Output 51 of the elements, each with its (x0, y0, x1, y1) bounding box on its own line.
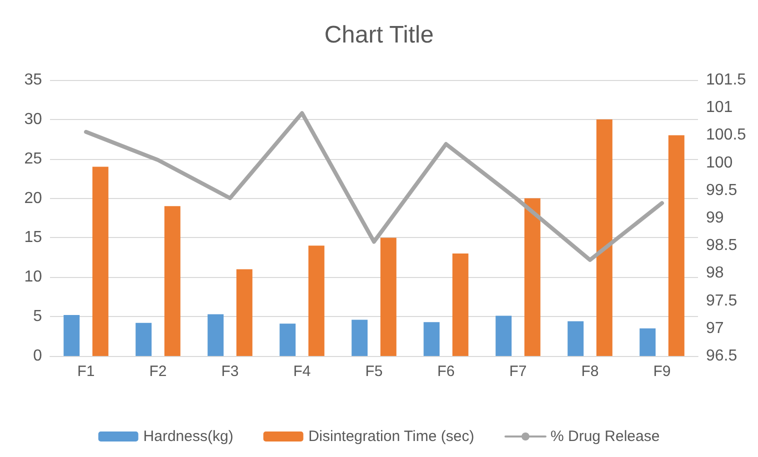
legend-label: % Drug Release (550, 428, 660, 445)
y2-tick-label: 101 (706, 99, 733, 116)
bar (352, 320, 368, 356)
bar (524, 198, 540, 356)
legend-label: Disintegration Time (sec) (308, 428, 474, 445)
x-tick-label: F5 (365, 363, 383, 380)
x-tick-label: F3 (221, 363, 239, 380)
y2-tick-label: 98 (706, 264, 724, 282)
y2-tick-label: 101.5 (706, 72, 746, 88)
y2-tick-label: 97.5 (706, 292, 738, 310)
bar (424, 322, 440, 356)
bar (452, 253, 468, 356)
y-tick-label: 0 (33, 348, 42, 364)
y-tick-label: 15 (24, 229, 42, 246)
y-tick-label: 10 (24, 268, 42, 286)
bar (596, 119, 612, 356)
y2-tick-label: 99 (706, 210, 724, 226)
bar (380, 238, 396, 356)
bar (92, 166, 108, 356)
x-tick-label: F9 (653, 363, 671, 380)
bar (308, 246, 324, 356)
bar (496, 316, 512, 356)
y-tick-label: 30 (24, 110, 42, 128)
bar (208, 314, 224, 356)
x-tick-label: F7 (509, 363, 527, 380)
x-tick-label: F2 (149, 363, 167, 380)
bar (64, 314, 80, 356)
line-series (84, 111, 664, 262)
bar (164, 206, 180, 356)
x-tick-label: F6 (437, 363, 455, 380)
bar (568, 321, 584, 356)
bar (236, 269, 252, 356)
x-tick-label: F1 (77, 363, 95, 380)
x-tick-label: F8 (581, 363, 599, 380)
y2-tick-label: 98.5 (706, 237, 738, 254)
y-tick-label: 25 (24, 150, 42, 168)
y-tick-label: 35 (24, 72, 42, 88)
y-tick-label: 20 (24, 190, 42, 207)
y2-tick-label: 97 (706, 320, 724, 337)
bar (136, 322, 152, 356)
y2-tick-label: 99.5 (706, 182, 738, 199)
y2-tick-label: 100 (706, 154, 733, 172)
legend-label: Hardness(kg) (143, 428, 234, 445)
chart-title: Chart Title (324, 22, 434, 48)
y-tick-label: 5 (33, 308, 42, 326)
y2-tick-label: 100.5 (706, 126, 746, 144)
bar (668, 135, 684, 356)
y2-tick-label: 96.5 (706, 348, 738, 364)
x-tick-label: F4 (293, 363, 311, 380)
bar (280, 324, 296, 356)
bar (640, 328, 656, 356)
